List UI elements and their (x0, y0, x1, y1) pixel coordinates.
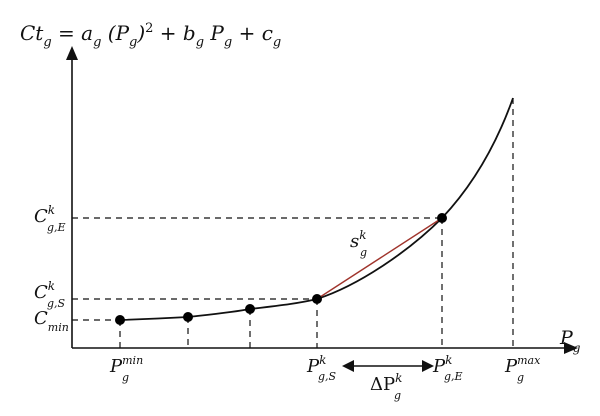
y-axis (66, 46, 78, 348)
x-axis-label: Pg (559, 327, 581, 355)
x-axis-arrow-icon (564, 342, 578, 354)
cost-curve (119, 97, 514, 321)
secant-line (316, 217, 443, 300)
cost-equation: Ctg = ag (Pg)2 + bg Pg + cg (20, 21, 281, 50)
label-p-max: Pmax g (504, 354, 541, 384)
label-c-min: Cmin (34, 308, 69, 334)
delta-p-label: ΔPk g (370, 371, 402, 402)
y-axis-arrow-icon (66, 46, 78, 60)
label-p-min: Pmin g (109, 354, 143, 384)
point-p-e (437, 213, 447, 223)
slope-label: sk g (350, 228, 367, 259)
label-c-s: Ck g,S (34, 279, 66, 310)
label-p-s: Pk g,S (306, 353, 337, 383)
label-c-e: Ck g,E (34, 203, 66, 234)
point-p-s (312, 294, 322, 304)
curve-points (115, 213, 447, 325)
point-p-min (115, 315, 125, 325)
point-2 (183, 312, 193, 322)
guide-lines (72, 98, 514, 348)
label-p-e: Pk g,E (432, 353, 463, 383)
point-3 (245, 304, 255, 314)
x-axis (72, 342, 578, 354)
double-arrow-icon (342, 360, 434, 372)
